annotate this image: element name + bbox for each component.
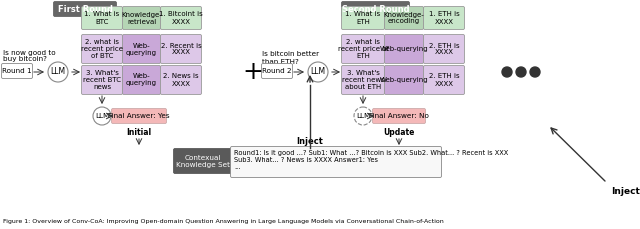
Text: Knowledge-
retrieval: Knowledge- retrieval [121,11,162,25]
Text: 1. What is
ETH: 1. What is ETH [346,11,381,25]
FancyBboxPatch shape [342,2,410,16]
FancyBboxPatch shape [111,109,166,123]
Text: Update: Update [383,128,415,137]
Text: Round 1: Round 1 [2,68,32,74]
FancyBboxPatch shape [385,6,424,30]
FancyBboxPatch shape [424,65,465,95]
Text: 1. Bitcoint is
XXXX: 1. Bitcoint is XXXX [159,11,203,25]
Text: 2. ETH is
XXXX: 2. ETH is XXXX [429,43,460,55]
Circle shape [308,62,328,82]
Circle shape [530,67,540,77]
FancyBboxPatch shape [122,6,161,30]
Text: Is bitcoin better
than ETH?: Is bitcoin better than ETH? [262,52,319,65]
Text: Figure 1: Overview of Conv-CoA: Improving Open-domain Question Answering in Larg: Figure 1: Overview of Conv-CoA: Improvin… [3,219,444,224]
Text: LLM: LLM [51,68,65,76]
FancyBboxPatch shape [372,109,426,123]
Text: Inject: Inject [611,187,640,196]
Text: 2. ETH is
XXXX: 2. ETH is XXXX [429,74,460,87]
Circle shape [516,67,526,77]
Text: 2. News is
XXXX: 2. News is XXXX [163,74,199,87]
Text: 3. What's
recent news
about ETH: 3. What's recent news about ETH [342,70,385,90]
Text: Web-querying: Web-querying [380,77,428,83]
Text: 2. Recent is
XXXX: 2. Recent is XXXX [161,43,202,55]
FancyBboxPatch shape [424,35,465,63]
FancyBboxPatch shape [122,65,161,95]
Circle shape [354,107,372,125]
FancyBboxPatch shape [262,63,292,79]
FancyBboxPatch shape [342,35,385,63]
FancyBboxPatch shape [81,6,122,30]
Text: Round 2: Round 2 [262,68,292,74]
Text: Web-querying: Web-querying [380,46,428,52]
Text: Contexual
Knowledge Set: Contexual Knowledge Set [175,155,230,167]
FancyBboxPatch shape [424,6,465,30]
FancyBboxPatch shape [230,147,442,177]
Text: Is now good to
buy bitcoin?: Is now good to buy bitcoin? [3,49,56,63]
Text: Inject: Inject [296,137,323,146]
Text: 2. what is
recent price of
ETH: 2. what is recent price of ETH [337,39,388,59]
Text: Round1: Is it good ...? Sub1: What ...? Bitcoin is XXX Sub2. What... ? Recent is: Round1: Is it good ...? Sub1: What ...? … [234,150,508,170]
Text: LLM: LLM [95,113,109,119]
Text: Final Answer: No: Final Answer: No [369,113,429,119]
Text: 2. what is
recent price
of BTC: 2. what is recent price of BTC [81,39,123,59]
Text: 1. What is
BTC: 1. What is BTC [84,11,120,25]
FancyBboxPatch shape [385,65,424,95]
FancyBboxPatch shape [161,65,202,95]
Text: LLM: LLM [356,113,370,119]
Text: Initial: Initial [127,128,152,137]
Circle shape [48,62,68,82]
Text: LLM: LLM [310,68,326,76]
Text: Web-
querying: Web- querying [126,74,157,87]
Text: 3. What's
recent BTC
news: 3. What's recent BTC news [83,70,121,90]
FancyBboxPatch shape [161,35,202,63]
Text: First Round: First Round [58,5,113,14]
FancyBboxPatch shape [81,65,122,95]
FancyBboxPatch shape [342,6,385,30]
FancyBboxPatch shape [385,35,424,63]
Text: 1. ETH is
XXXX: 1. ETH is XXXX [429,11,460,25]
FancyBboxPatch shape [81,35,122,63]
FancyBboxPatch shape [54,2,116,16]
Text: Final Answer: Yes: Final Answer: Yes [108,113,170,119]
FancyBboxPatch shape [342,65,385,95]
Text: Second Round: Second Round [342,5,410,14]
FancyBboxPatch shape [122,35,161,63]
Text: Web-
querying: Web- querying [126,43,157,55]
Circle shape [93,107,111,125]
FancyBboxPatch shape [1,63,33,79]
FancyBboxPatch shape [161,6,202,30]
Text: +: + [243,60,264,84]
FancyBboxPatch shape [173,148,232,174]
Text: Knowledge-
encoding: Knowledge- encoding [383,11,424,25]
Circle shape [502,67,512,77]
